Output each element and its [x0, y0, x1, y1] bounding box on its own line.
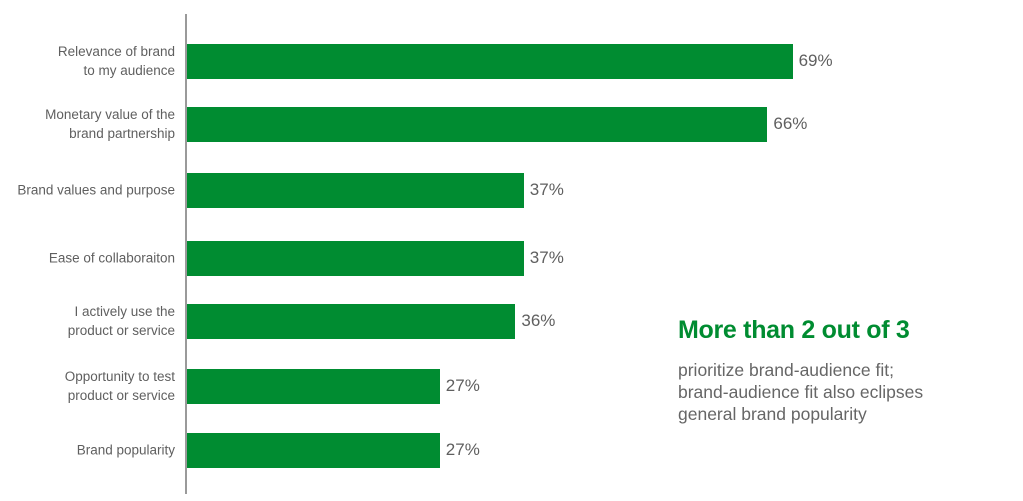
bar: [187, 107, 768, 142]
callout-headline: More than 2 out of 3: [678, 316, 910, 344]
category-label: Brand values and purpose: [17, 182, 175, 198]
bar: [187, 173, 524, 208]
data-label: 69%: [798, 51, 833, 70]
bar: [187, 369, 440, 404]
data-label: 27%: [445, 376, 480, 395]
bar: [187, 304, 516, 339]
category-label: Opportunity to test product or service: [64, 369, 175, 403]
category-label: I actively use the product or service: [67, 304, 175, 338]
data-label: 27%: [445, 440, 480, 459]
data-label: 37%: [529, 248, 564, 267]
callout-body: prioritize brand-audience fit; brand-aud…: [678, 360, 924, 424]
bar: [187, 241, 524, 276]
y-axis-line: [185, 14, 187, 494]
data-label: 36%: [521, 311, 556, 330]
category-label: Monetary value of the brand partnership: [45, 107, 175, 141]
callout: More than 2 out of 3 prioritize brand-au…: [678, 316, 923, 425]
data-label: 66%: [773, 114, 808, 133]
data-label: 37%: [529, 180, 564, 199]
category-label: Ease of collaboraiton: [48, 250, 175, 266]
bar: [187, 44, 793, 79]
category-label: Brand popularity: [76, 442, 175, 458]
category-label: Relevance of brand to my audience: [57, 44, 175, 78]
bar: [187, 433, 440, 468]
